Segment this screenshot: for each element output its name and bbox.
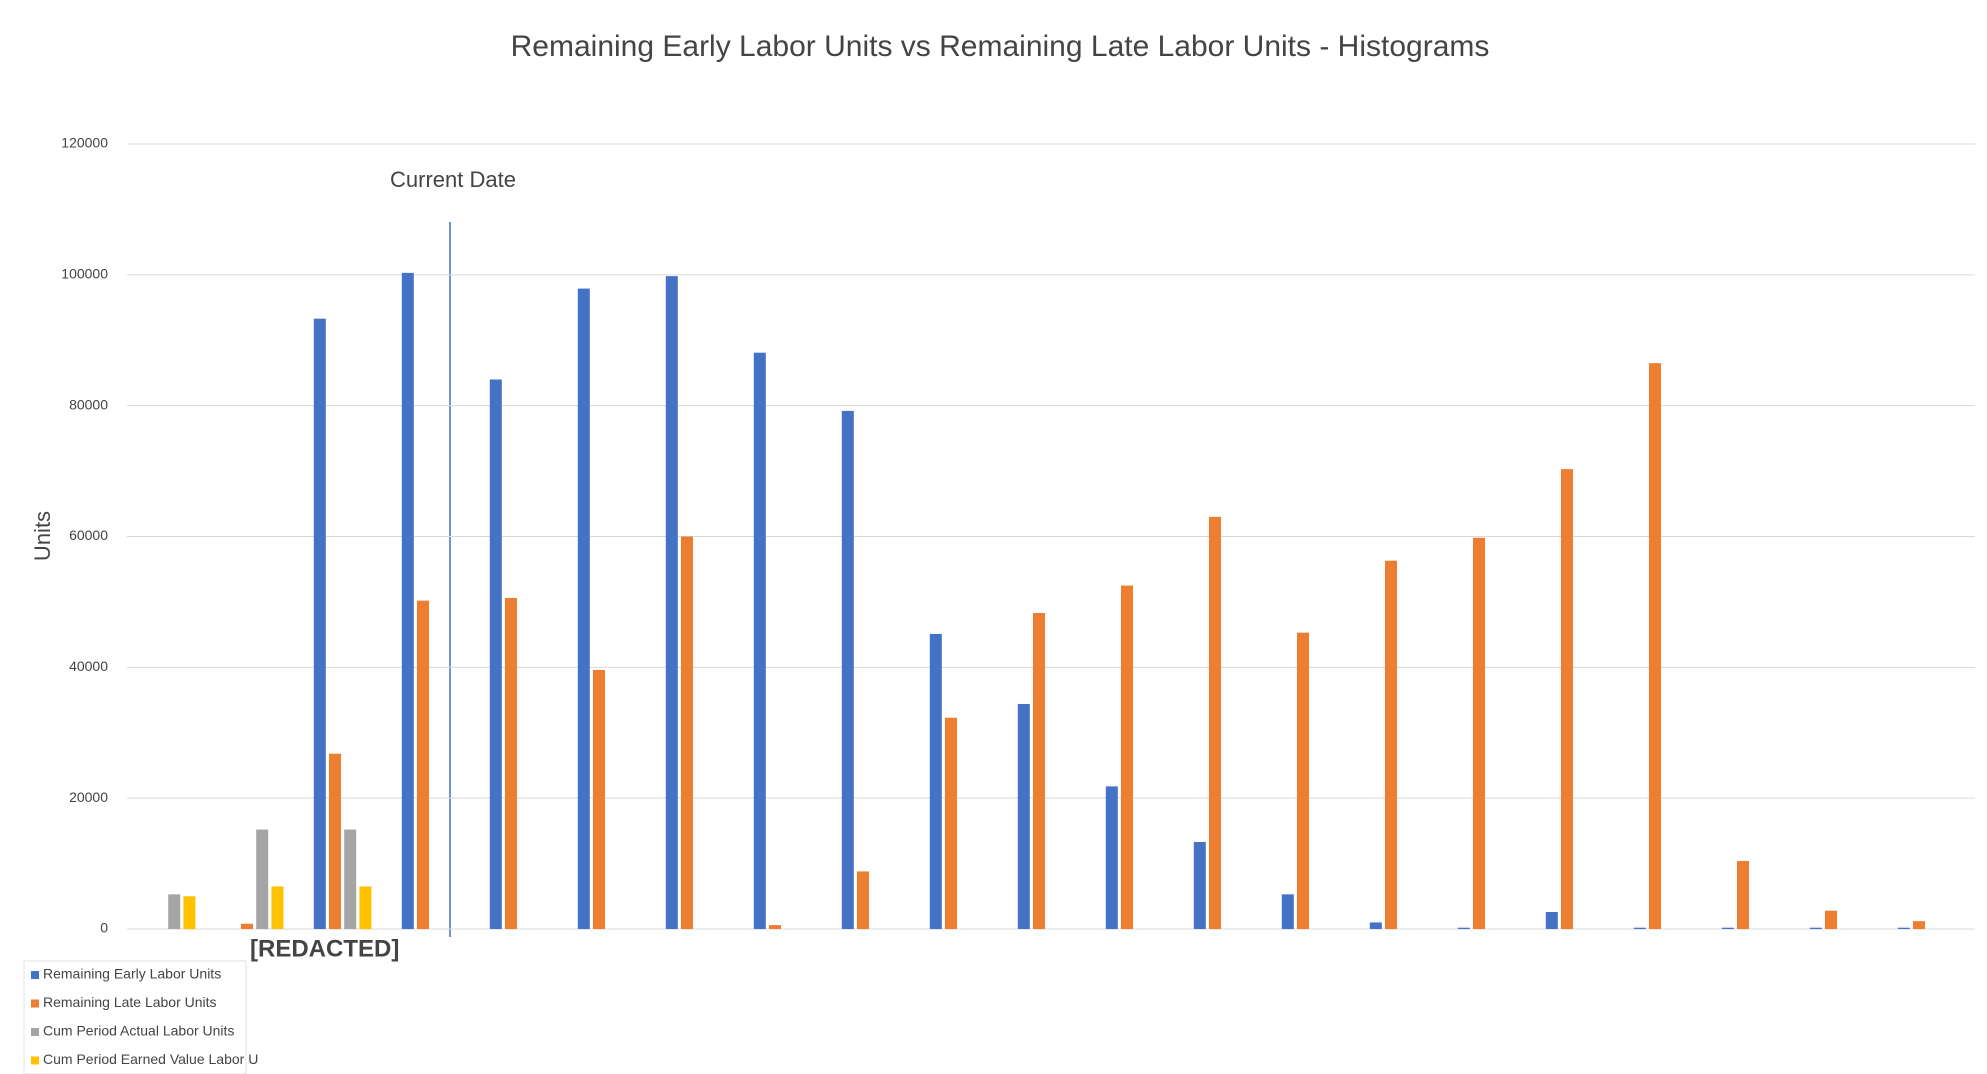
bar — [841, 410, 854, 929]
bar — [1209, 516, 1221, 929]
bar — [1825, 910, 1837, 929]
bar — [1193, 841, 1206, 929]
bar — [1017, 703, 1030, 929]
current-date-label: Current Date — [390, 167, 516, 192]
bar — [329, 753, 341, 929]
bar — [1281, 894, 1294, 929]
y-tick-label: 120000 — [61, 135, 108, 151]
bar — [505, 597, 517, 929]
chart-title: Remaining Early Labor Units vs Remaining… — [511, 30, 1490, 63]
legend-swatch — [31, 999, 39, 1008]
bar — [313, 318, 326, 930]
legend-label: Cum Period Actual Labor Units — [43, 1023, 234, 1039]
bar — [168, 894, 181, 929]
bar — [1369, 922, 1382, 929]
bar — [1033, 613, 1045, 929]
bar — [1105, 786, 1118, 929]
legend-label: Remaining Early Labor Units — [43, 966, 221, 982]
bar — [344, 829, 357, 929]
bar — [1297, 632, 1309, 929]
bar — [665, 276, 678, 929]
bar — [489, 379, 502, 929]
y-tick-label: 60000 — [69, 527, 108, 543]
bar — [769, 925, 781, 929]
bar — [417, 600, 429, 929]
y-tick-label: 0 — [100, 920, 108, 936]
bar — [857, 871, 869, 929]
bar — [593, 669, 605, 929]
bar — [1913, 921, 1925, 929]
bar — [753, 352, 766, 929]
bar — [401, 272, 414, 929]
y-tick-label: 80000 — [69, 396, 108, 412]
bar — [1545, 911, 1558, 929]
legend-swatch — [31, 971, 39, 979]
bar — [1473, 537, 1485, 929]
bar — [1897, 927, 1910, 929]
bar — [1633, 927, 1646, 929]
bar — [945, 717, 957, 929]
bar — [271, 886, 284, 929]
bar — [1721, 927, 1734, 929]
bar — [1385, 560, 1397, 929]
bar — [1649, 363, 1661, 929]
bar — [1561, 469, 1573, 929]
y-tick-label: 100000 — [61, 266, 108, 282]
bar — [681, 536, 693, 929]
y-tick-label: 20000 — [69, 789, 108, 805]
bar — [241, 923, 253, 929]
bar — [1457, 927, 1470, 929]
legend-swatch — [31, 1056, 39, 1065]
bar — [256, 829, 269, 929]
legend-swatch — [31, 1028, 39, 1036]
bar — [183, 896, 196, 929]
bar — [929, 633, 942, 929]
legend-box — [23, 960, 247, 1074]
y-tick-label: 40000 — [69, 658, 108, 674]
bar — [1737, 860, 1749, 929]
bar — [1121, 585, 1133, 929]
bar — [1809, 927, 1822, 929]
y-axis-label: Units — [30, 511, 55, 561]
redacted-label: [REDACTED] — [250, 935, 399, 962]
bar — [359, 886, 372, 929]
legend-label: Remaining Late Labor Units — [43, 994, 217, 1010]
bar — [577, 288, 590, 930]
legend-label: Cum Period Earned Value Labor U — [43, 1051, 258, 1067]
